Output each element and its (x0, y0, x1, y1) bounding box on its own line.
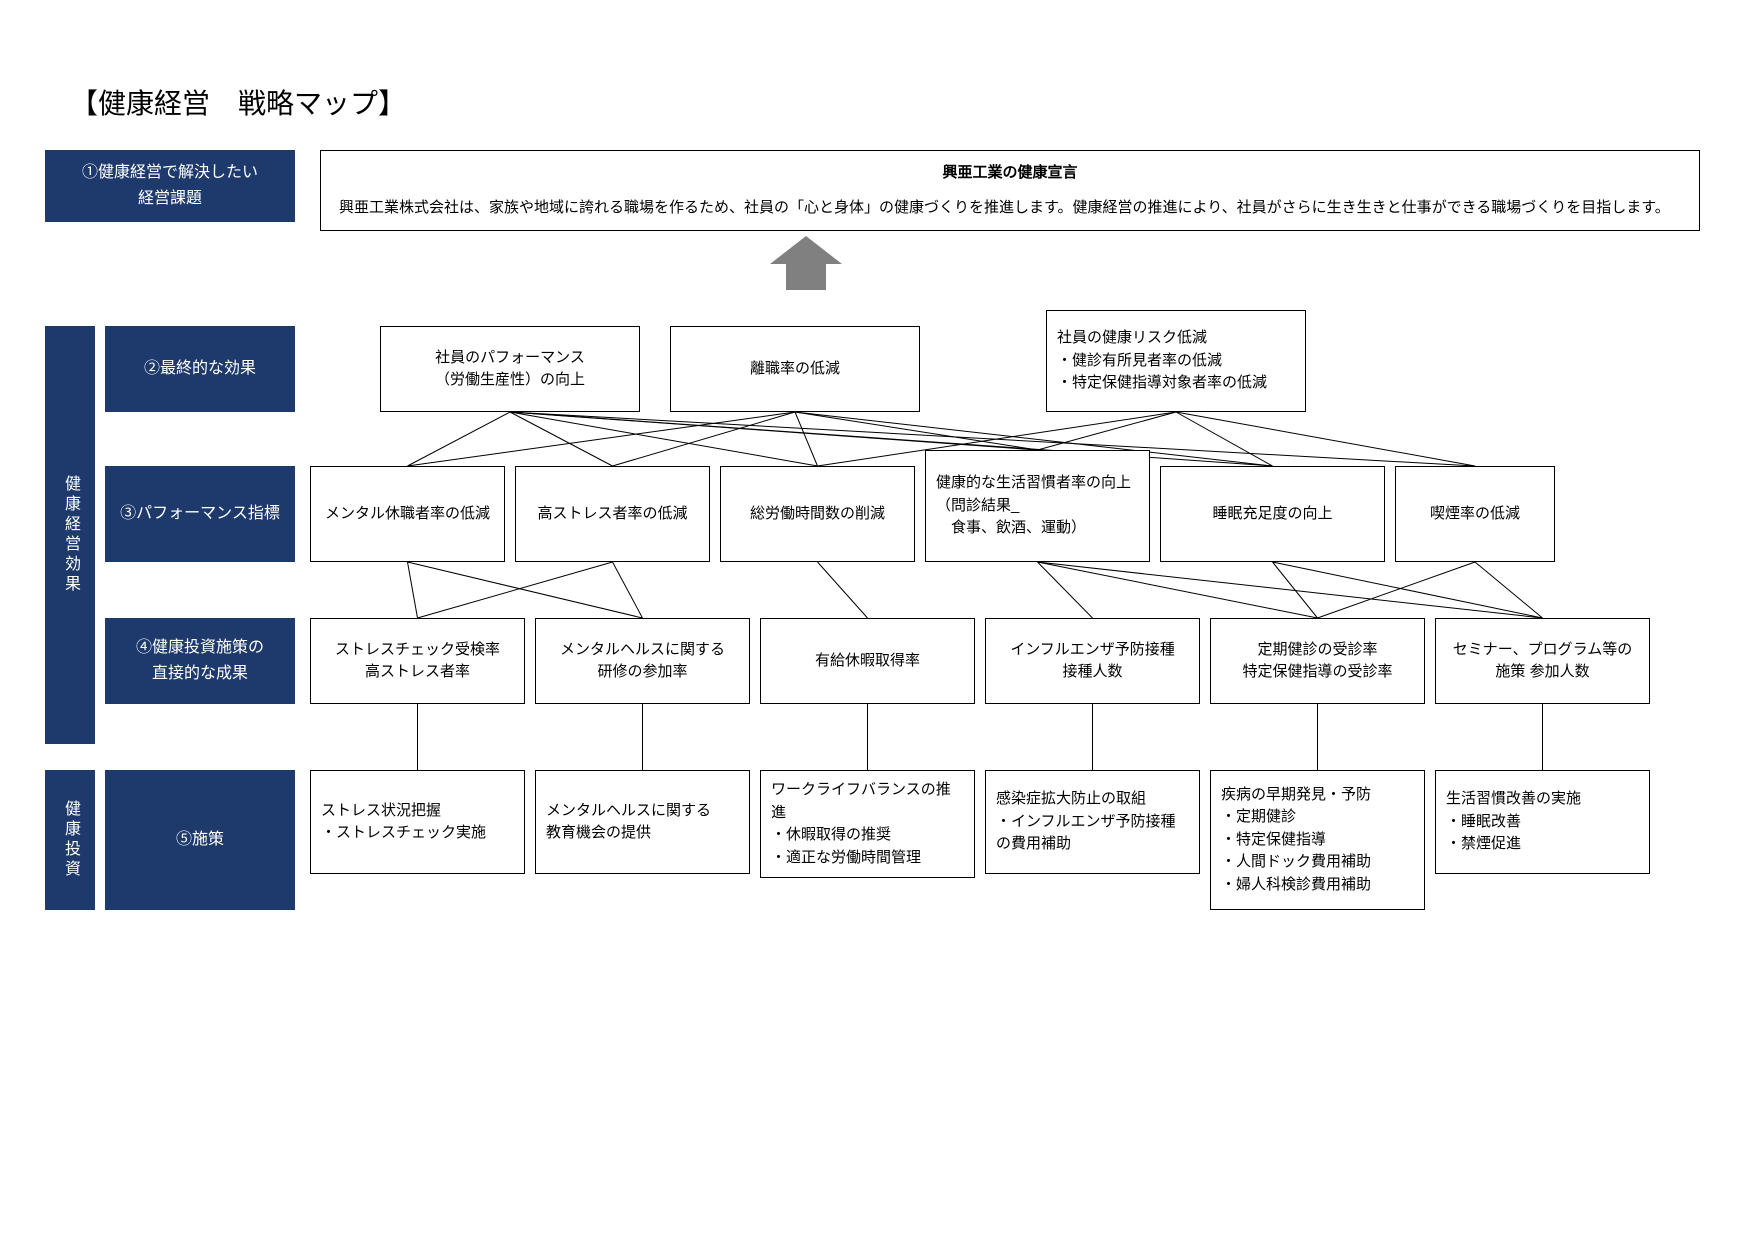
node-n3f: 喫煙率の低減 (1395, 466, 1555, 562)
row-label-1: ①健康経営で解決したい 経営課題 (45, 150, 295, 222)
node-n2b: 離職率の低減 (670, 326, 920, 412)
node-n4b: メンタルヘルスに関する 研修の参加率 (535, 618, 750, 704)
side-label-investment: 健康投資 (45, 770, 95, 910)
node-n5a: ストレス状況把握 ・ストレスチェック実施 (310, 770, 525, 874)
node-n3c: 総労働時間数の削減 (720, 466, 915, 562)
row-label-2: ②最終的な効果 (105, 326, 295, 412)
node-n4f: セミナー、プログラム等の 施策 参加人数 (1435, 618, 1650, 704)
node-n5f: 生活習慣改善の実施 ・睡眠改善 ・禁煙促進 (1435, 770, 1650, 874)
node-n2a: 社員のパフォーマンス （労働生産性）の向上 (380, 326, 640, 412)
up-arrow-icon (770, 236, 842, 290)
node-n4e: 定期健診の受診率 特定保健指導の受診率 (1210, 618, 1425, 704)
node-n4a: ストレスチェック受検率 高ストレス者率 (310, 618, 525, 704)
node-n4d: インフルエンザ予防接種 接種人数 (985, 618, 1200, 704)
node-n5c: ワークライフバランスの推進 ・休暇取得の推奨 ・適正な労働時間管理 (760, 770, 975, 878)
row-label-3: ③パフォーマンス指標 (105, 466, 295, 562)
declaration-box: 興亜工業の健康宣言 興亜工業株式会社は、家族や地域に誇れる職場を作るため、社員の… (320, 150, 1700, 231)
row-label-5: ⑤施策 (105, 770, 295, 910)
node-n5b: メンタルヘルスに関する 教育機会の提供 (535, 770, 750, 874)
node-n3b: 高ストレス者率の低減 (515, 466, 710, 562)
node-n3e: 睡眠充足度の向上 (1160, 466, 1385, 562)
node-n3d: 健康的な生活習慣者率の向上 （問診結果_ 食事、飲酒、運動） (925, 450, 1150, 562)
node-n3a: メンタル休職者率の低減 (310, 466, 505, 562)
node-n2c: 社員の健康リスク低減 ・健診有所見者率の低減 ・特定保健指導対象者率の低減 (1046, 310, 1306, 412)
node-n5d: 感染症拡大防止の取組 ・インフルエンザ予防接種の費用補助 (985, 770, 1200, 874)
page-title: 【健康経営 戦略マップ】 (70, 82, 406, 122)
declaration-title: 興亜工業の健康宣言 (339, 161, 1681, 182)
node-n5e: 疾病の早期発見・予防 ・定期健診 ・特定保健指導 ・人間ドック費用補助 ・婦人科… (1210, 770, 1425, 910)
side-label-effects: 健康経営効果 (45, 326, 95, 744)
declaration-body: 興亜工業株式会社は、家族や地域に誇れる職場を作るため、社員の「心と身体」の健康づ… (339, 196, 1681, 220)
node-n4c: 有給休暇取得率 (760, 618, 975, 704)
row-label-4: ④健康投資施策の 直接的な成果 (105, 618, 295, 704)
